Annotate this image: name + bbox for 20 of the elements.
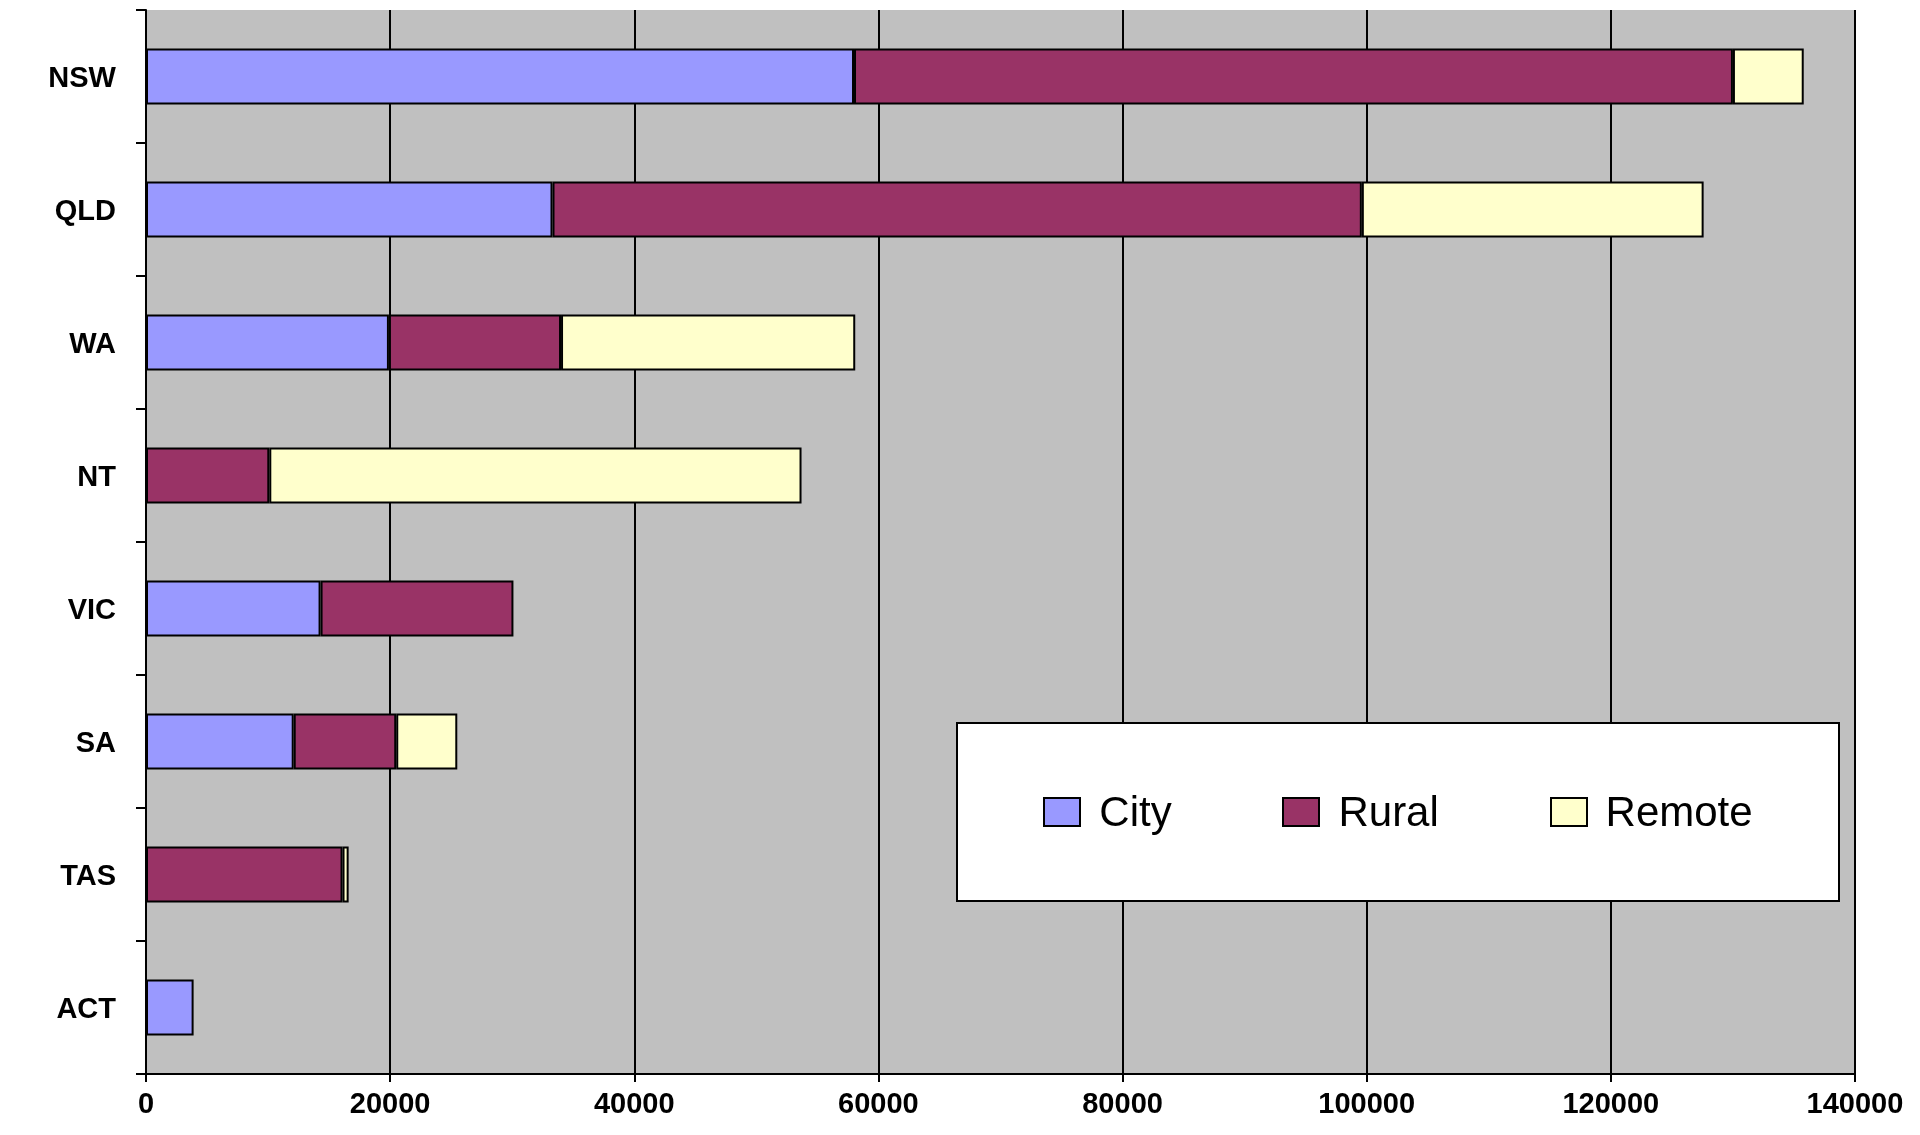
legend-label: City xyxy=(1099,788,1172,836)
y-tick-label: QLD xyxy=(54,193,116,226)
y-tick-label: VIC xyxy=(67,592,117,625)
x-tick-label: 140000 xyxy=(1806,1086,1904,1119)
y-tick-label: SA xyxy=(75,725,117,758)
bar xyxy=(146,979,194,1036)
x-tick-label: 0 xyxy=(137,1086,155,1119)
y-tick-label: NT xyxy=(77,459,117,492)
x-tick-label: 60000 xyxy=(838,1086,919,1119)
x-tick-label: 100000 xyxy=(1318,1086,1416,1119)
x-tick-label: 120000 xyxy=(1562,1086,1660,1119)
x-tick-label: 20000 xyxy=(349,1086,431,1119)
y-tick-label: ACT xyxy=(56,991,117,1024)
x-tick-label: 80000 xyxy=(1082,1086,1163,1119)
legend-label: Remote xyxy=(1605,788,1753,836)
x-tick-label: 40000 xyxy=(593,1086,675,1119)
y-tick-label: NSW xyxy=(48,60,117,93)
y-tick-label: WA xyxy=(69,326,117,359)
y-tick-label: TAS xyxy=(60,858,116,891)
legend-label: Rural xyxy=(1338,788,1439,836)
